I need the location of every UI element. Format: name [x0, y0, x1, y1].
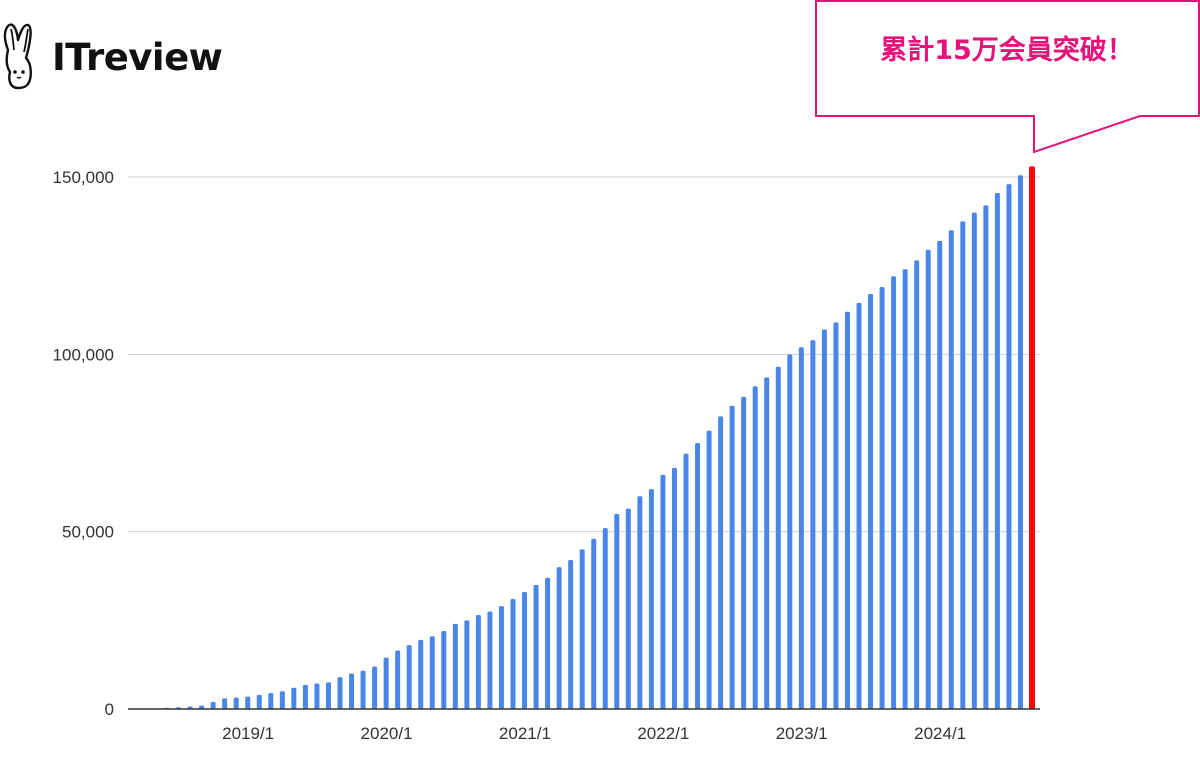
bar: [764, 377, 770, 709]
bar: [752, 386, 758, 709]
bar: [821, 329, 827, 709]
bar: [487, 611, 493, 709]
bar: [741, 396, 747, 709]
bar: [718, 416, 724, 709]
bar: [383, 657, 389, 709]
bar: [533, 584, 539, 709]
bar: [983, 205, 989, 709]
y-tick-label: 50,000: [62, 523, 114, 542]
bar: [452, 623, 458, 709]
x-tick-label: 2019/1: [222, 724, 274, 743]
bar: [660, 474, 666, 709]
bar: [464, 620, 470, 709]
brand-logo: ITreview: [2, 22, 223, 92]
bar: [291, 687, 297, 709]
bar: [372, 666, 378, 709]
bar: [844, 311, 850, 709]
bar: [314, 683, 320, 709]
bar: [256, 694, 262, 709]
bar: [637, 496, 643, 709]
x-tick-label: 2024/1: [914, 724, 966, 743]
bar: [775, 366, 781, 709]
rabbit-mascot-icon: [3, 23, 32, 90]
x-tick-label: 2022/1: [637, 724, 689, 743]
bar: [233, 697, 239, 709]
bar: [810, 340, 816, 709]
bar: [868, 294, 874, 709]
bar: [418, 639, 424, 709]
bar: [475, 615, 481, 709]
x-tick-label: 2021/1: [499, 724, 551, 743]
bar: [937, 240, 943, 709]
bar: [914, 260, 920, 709]
bar: [648, 489, 654, 709]
bar: [579, 549, 585, 709]
bar: [1017, 175, 1023, 709]
bar: [798, 347, 804, 709]
bar: [325, 682, 331, 709]
bar: [787, 354, 793, 709]
bar: [879, 286, 885, 709]
callout-text: 累計15万会員突破！: [880, 35, 1134, 66]
bar: [302, 684, 308, 709]
y-tick-label: 150,000: [53, 168, 114, 187]
bar: [429, 636, 435, 709]
bar: [614, 513, 620, 709]
bar: [441, 630, 447, 709]
bar: [245, 696, 251, 709]
bar: [833, 322, 839, 709]
bar: [729, 405, 735, 709]
bar: [994, 192, 1000, 709]
y-tick-label: 0: [105, 700, 114, 719]
bar: [948, 230, 954, 709]
bar: [545, 577, 551, 709]
bar: [337, 677, 343, 709]
bar: [395, 650, 401, 709]
bar: [199, 705, 205, 709]
bar: [279, 691, 285, 709]
bar: [222, 698, 228, 709]
bar: [360, 670, 366, 709]
bar: [671, 467, 677, 709]
brand-name: ITreview: [52, 35, 223, 79]
y-tick-label: 100,000: [53, 345, 114, 364]
bar: [268, 693, 274, 709]
bar: [706, 430, 712, 709]
bar: [406, 645, 412, 709]
bar: [349, 673, 355, 709]
bar: [856, 302, 862, 709]
bar: [902, 269, 908, 709]
bar: [510, 599, 516, 709]
bar: [602, 528, 608, 709]
bar: [960, 221, 966, 710]
bar: [568, 560, 574, 709]
bar: [625, 508, 631, 709]
bar: [683, 453, 689, 709]
bar-highlight: [1029, 166, 1035, 710]
x-tick-label: 2023/1: [776, 724, 828, 743]
bar: [591, 538, 597, 709]
bar: [971, 212, 977, 709]
x-tick-label: 2020/1: [361, 724, 413, 743]
bar: [210, 701, 216, 709]
bar: [556, 567, 562, 709]
bar: [498, 606, 504, 709]
bar: [1006, 184, 1012, 710]
bar: [925, 249, 931, 709]
bar: [891, 276, 897, 709]
bar: [522, 591, 528, 709]
bar: [695, 443, 701, 709]
